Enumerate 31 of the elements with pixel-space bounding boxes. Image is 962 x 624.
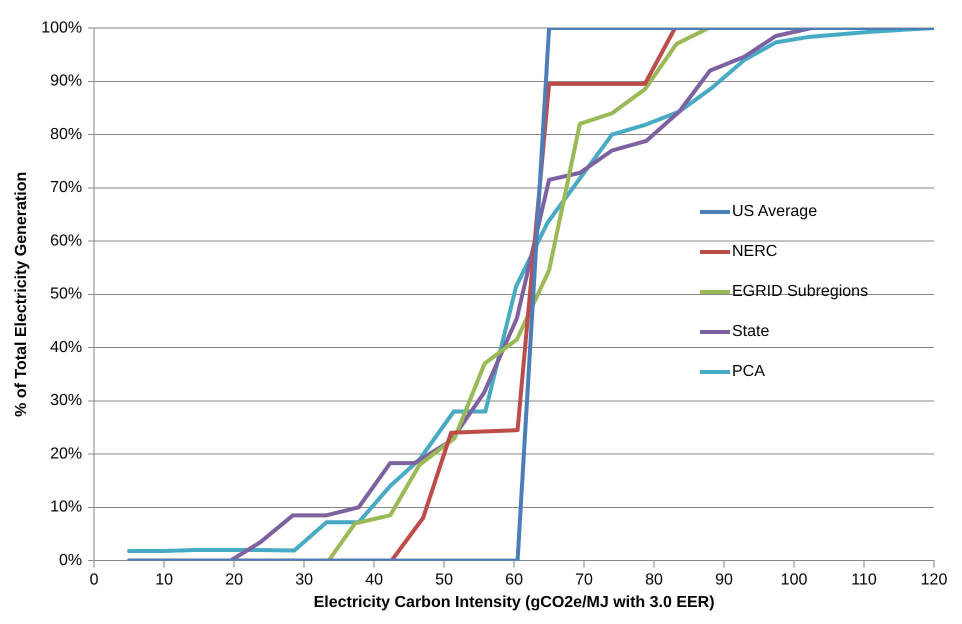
legend-label: US Average bbox=[732, 203, 818, 221]
legend-label: State bbox=[732, 323, 770, 341]
legend-label: PCA bbox=[732, 363, 765, 381]
y-tick-label: 40% bbox=[50, 338, 82, 356]
y-tick-label: 30% bbox=[50, 392, 82, 410]
y-tick-label: 50% bbox=[50, 286, 82, 303]
y-tick-label: 20% bbox=[50, 445, 82, 462]
x-tick-label: 80 bbox=[645, 572, 664, 589]
y-tick-label: 90% bbox=[50, 72, 82, 90]
x-axis-title: Electricity Carbon Intensity (gCO2e/MJ with 3.0 EER) bbox=[314, 594, 715, 611]
legend-label: EGRID Subregions bbox=[732, 283, 868, 301]
x-tick-label: 100 bbox=[780, 572, 808, 589]
x-tick-label: 90 bbox=[715, 572, 734, 589]
x-tick-label: 40 bbox=[365, 572, 384, 589]
x-tick-label: 0 bbox=[90, 572, 99, 589]
x-tick-label: 10 bbox=[155, 572, 174, 589]
y-tick-label: 60% bbox=[50, 232, 82, 250]
y-tick-label: 80% bbox=[50, 126, 82, 143]
x-tick-label: 60 bbox=[505, 572, 524, 589]
x-tick-label: 30 bbox=[295, 572, 314, 589]
x-tick-label: 110 bbox=[851, 572, 877, 589]
y-tick-label: 0% bbox=[58, 552, 82, 570]
x-tick-label: 50 bbox=[435, 572, 454, 589]
y-tick-label: 70% bbox=[50, 179, 82, 196]
y-tick-label: 10% bbox=[50, 498, 82, 516]
y-axis-title: % of Total Electricity Generation bbox=[13, 172, 30, 417]
x-tick-label: 70 bbox=[575, 572, 594, 589]
y-tick-label: 100% bbox=[41, 19, 82, 36]
legend-label: NERC bbox=[732, 243, 778, 261]
x-tick-label: 20 bbox=[225, 572, 244, 589]
x-tick-label: 120 bbox=[920, 572, 948, 589]
